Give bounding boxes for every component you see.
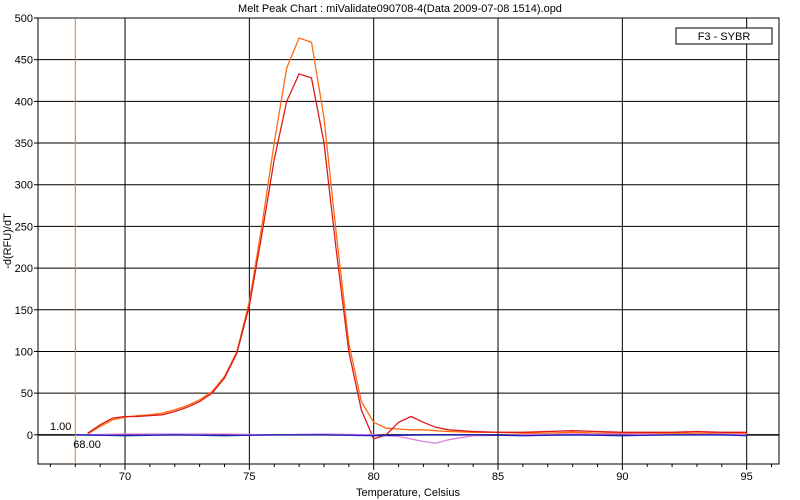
x-tick-label: 90 xyxy=(616,471,628,483)
chart-title: Melt Peak Chart : miValidate090708-4(Dat… xyxy=(238,3,562,15)
y-tick-label: 300 xyxy=(15,180,33,192)
y-tick-label: 450 xyxy=(15,55,33,67)
x-tick-label: 70 xyxy=(119,471,131,483)
x-tick-label: 95 xyxy=(741,471,753,483)
y-tick-label: 250 xyxy=(15,221,33,233)
series-line-4 xyxy=(75,434,747,437)
x-axis-ticks: 70 75 80 85 90 95 xyxy=(49,464,773,483)
x-tick-label: 80 xyxy=(368,471,380,483)
y-tick-label: 0 xyxy=(27,430,33,442)
x-tick-label: 85 xyxy=(492,471,504,483)
cursor-label: 68.00 xyxy=(73,439,101,451)
x-axis-label: Temperature, Celsius xyxy=(356,487,460,499)
series-line-1 xyxy=(87,37,747,435)
y-axis-label: -d(RFU)/dT xyxy=(2,213,14,269)
legend: F3 - SYBR xyxy=(675,27,773,45)
y-axis-ticks: 0 50 100 150 200 250 300 350 400 450 500 xyxy=(15,13,38,442)
y-tick-label: 50 xyxy=(21,388,33,400)
legend-box xyxy=(675,27,773,45)
series-lines xyxy=(75,37,747,444)
series-line-2 xyxy=(87,73,747,440)
plot-area xyxy=(37,17,780,465)
y-tick-label: 150 xyxy=(15,305,33,317)
series-line-3 xyxy=(75,433,747,444)
y-tick-label: 400 xyxy=(15,96,33,108)
legend-label: F3 - SYBR xyxy=(698,31,751,43)
y-tick-label: 350 xyxy=(15,138,33,150)
grid-lines xyxy=(38,17,779,464)
y-tick-label: 500 xyxy=(15,13,33,25)
threshold-label: 1.00 xyxy=(50,421,71,433)
y-tick-label: 200 xyxy=(15,263,33,275)
y-tick-label: 100 xyxy=(15,346,33,358)
x-tick-label: 75 xyxy=(243,471,255,483)
